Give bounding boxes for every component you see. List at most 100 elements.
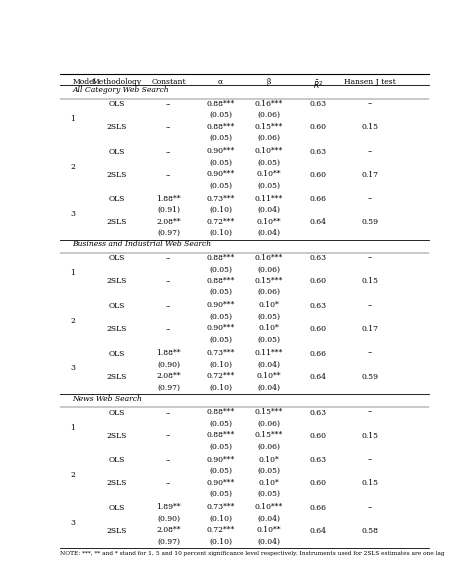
Text: (0.06): (0.06) (257, 442, 279, 450)
Text: 0.64: 0.64 (309, 219, 326, 227)
Text: 0.59: 0.59 (361, 372, 378, 380)
Text: (0.06): (0.06) (257, 288, 279, 296)
Text: 0.88***: 0.88*** (206, 122, 234, 130)
Text: 0.15: 0.15 (361, 277, 378, 285)
Text: 0.90***: 0.90*** (206, 456, 234, 464)
Text: 1: 1 (70, 423, 75, 431)
Text: Constant: Constant (151, 78, 186, 86)
Text: --: -- (166, 124, 171, 132)
Text: --: -- (166, 410, 171, 418)
Text: 0.72***: 0.72*** (206, 372, 234, 380)
Text: (0.10): (0.10) (208, 515, 231, 523)
Text: 0.10*: 0.10* (258, 456, 278, 464)
Text: (0.05): (0.05) (208, 490, 231, 498)
Text: 1: 1 (70, 269, 75, 277)
Text: (0.04): (0.04) (257, 515, 279, 523)
Text: --: -- (166, 480, 171, 488)
Text: 0.15***: 0.15*** (254, 277, 282, 285)
Text: (0.10): (0.10) (208, 383, 231, 391)
Text: --: -- (367, 148, 372, 156)
Text: 0.73***: 0.73*** (206, 503, 234, 511)
Text: (0.05): (0.05) (257, 313, 279, 321)
Text: OLS: OLS (109, 100, 125, 108)
Text: 0.10**: 0.10** (256, 372, 280, 380)
Text: 2.08**: 2.08** (156, 372, 180, 380)
Text: 0.17: 0.17 (361, 171, 378, 179)
Text: OLS: OLS (109, 504, 125, 512)
Text: 3: 3 (70, 364, 75, 372)
Text: 0.66: 0.66 (309, 196, 326, 204)
Text: (0.10): (0.10) (208, 538, 231, 546)
Text: (0.06): (0.06) (257, 419, 279, 427)
Text: 2SLS: 2SLS (107, 431, 127, 439)
Text: 0.15***: 0.15*** (254, 122, 282, 130)
Text: 0.63: 0.63 (309, 408, 326, 416)
Text: 0.73***: 0.73*** (206, 349, 234, 357)
Text: 0.64: 0.64 (309, 527, 326, 535)
Text: (0.05): (0.05) (257, 336, 279, 344)
Text: --: -- (166, 432, 171, 440)
Text: 0.60: 0.60 (309, 325, 326, 333)
Text: 0.15: 0.15 (361, 431, 378, 439)
Text: (0.10): (0.10) (208, 229, 231, 237)
Text: 0.63: 0.63 (309, 302, 326, 310)
Text: (0.05): (0.05) (208, 265, 231, 273)
Text: 0.16***: 0.16*** (254, 100, 282, 108)
Text: 0.11***: 0.11*** (254, 195, 282, 203)
Text: 0.90***: 0.90*** (206, 479, 234, 487)
Text: 2SLS: 2SLS (107, 527, 127, 535)
Text: (0.05): (0.05) (208, 288, 231, 296)
Text: (0.97): (0.97) (157, 383, 180, 391)
Text: $\bar{R}^2$: $\bar{R}^2$ (313, 78, 323, 90)
Text: Hansen J test: Hansen J test (344, 78, 395, 86)
Text: 0.90***: 0.90*** (206, 148, 234, 156)
Text: 2.08**: 2.08** (156, 218, 180, 226)
Text: 1.89**: 1.89** (156, 503, 180, 511)
Text: 0.10***: 0.10*** (254, 503, 282, 511)
Text: 0.72***: 0.72*** (206, 218, 234, 226)
Text: --: -- (166, 326, 171, 334)
Text: News Web Search: News Web Search (72, 395, 142, 403)
Text: (0.05): (0.05) (208, 134, 231, 142)
Text: (0.04): (0.04) (257, 383, 279, 391)
Text: (0.05): (0.05) (257, 159, 279, 167)
Text: --: -- (367, 302, 372, 310)
Text: Methodology: Methodology (92, 78, 142, 86)
Text: --: -- (367, 196, 372, 204)
Text: (0.04): (0.04) (257, 360, 279, 368)
Text: OLS: OLS (109, 349, 125, 358)
Text: --: -- (367, 349, 372, 358)
Text: 0.63: 0.63 (309, 456, 326, 464)
Text: 0.90***: 0.90*** (206, 324, 234, 332)
Text: 2: 2 (70, 163, 75, 171)
Text: 0.88***: 0.88*** (206, 431, 234, 439)
Text: (0.06): (0.06) (257, 265, 279, 273)
Text: 2: 2 (70, 317, 75, 325)
Text: 2SLS: 2SLS (107, 372, 127, 380)
Text: 0.63: 0.63 (309, 255, 326, 263)
Text: 2SLS: 2SLS (107, 123, 127, 131)
Text: 2SLS: 2SLS (107, 277, 127, 285)
Text: (0.05): (0.05) (257, 467, 279, 475)
Text: (0.06): (0.06) (257, 134, 279, 142)
Text: 2SLS: 2SLS (107, 219, 127, 227)
Text: (0.04): (0.04) (257, 206, 279, 214)
Text: --: -- (367, 100, 372, 108)
Text: (0.04): (0.04) (257, 229, 279, 237)
Text: 0.11***: 0.11*** (254, 349, 282, 357)
Text: 0.10*: 0.10* (258, 324, 278, 332)
Text: 0.88***: 0.88*** (206, 100, 234, 108)
Text: --: -- (166, 458, 171, 466)
Text: OLS: OLS (109, 408, 125, 416)
Text: OLS: OLS (109, 456, 125, 464)
Text: 0.60: 0.60 (309, 479, 326, 487)
Text: --: -- (367, 504, 372, 512)
Text: 0.63: 0.63 (309, 100, 326, 108)
Text: 0.59: 0.59 (361, 219, 378, 227)
Text: α: α (218, 78, 222, 86)
Text: 2SLS: 2SLS (107, 171, 127, 179)
Text: 0.16***: 0.16*** (254, 254, 282, 262)
Text: --: -- (166, 279, 171, 287)
Text: 0.15***: 0.15*** (254, 431, 282, 439)
Text: (0.05): (0.05) (208, 111, 231, 119)
